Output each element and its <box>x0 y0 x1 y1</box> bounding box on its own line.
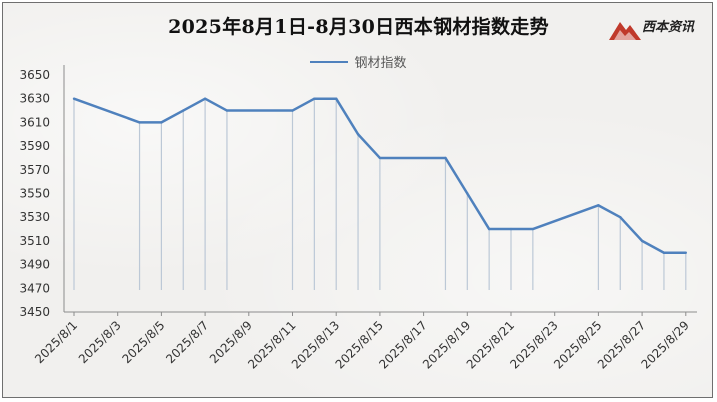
data-point <box>335 97 338 100</box>
legend-label: 钢材指数 <box>354 56 407 71</box>
x-tick-label: 2025/8/29 <box>639 318 692 371</box>
data-point <box>313 97 316 100</box>
data-point <box>182 109 185 112</box>
data-point <box>160 121 163 124</box>
chart-legend: 钢材指数 <box>0 52 717 71</box>
y-tick-label: 3450 <box>19 305 50 319</box>
brand-logo: 西本资讯 <box>608 14 706 44</box>
y-tick-label: 3650 <box>19 68 50 82</box>
data-point <box>378 156 382 160</box>
y-tick-label: 3470 <box>19 281 50 295</box>
data-point <box>509 227 513 231</box>
x-tick-label: 2025/8/7 <box>163 318 211 366</box>
y-tick-label: 3490 <box>19 258 50 272</box>
data-point <box>531 227 535 231</box>
mountain-logo-icon <box>609 22 641 40</box>
data-point <box>597 204 600 207</box>
data-point <box>203 97 207 100</box>
logo-text: 西本资讯 <box>642 20 695 35</box>
x-tick-label: 2025/8/3 <box>76 318 124 366</box>
data-point <box>662 251 666 254</box>
data-point <box>640 239 644 243</box>
data-point <box>356 133 360 136</box>
y-tick-label: 3590 <box>19 139 50 153</box>
data-point <box>684 251 687 254</box>
data-point <box>466 192 469 195</box>
x-tick-label: 2025/8/5 <box>120 318 168 366</box>
chart-title: 2025年8月1日-8月30日西本钢材指数走势 <box>168 16 549 38</box>
data-point <box>444 156 447 160</box>
data-point <box>487 227 491 231</box>
y-tick-label: 3550 <box>19 187 50 201</box>
data-point <box>619 216 622 219</box>
y-tick-label: 3570 <box>19 163 50 177</box>
data-point <box>138 121 141 124</box>
data-point <box>291 109 294 112</box>
data-point <box>72 97 76 100</box>
y-tick-label: 3630 <box>19 92 50 106</box>
x-tick-label: 2025/8/1 <box>32 318 80 366</box>
y-tick-label: 3610 <box>19 115 50 129</box>
y-tick-label: 3530 <box>19 210 50 224</box>
y-tick-label: 3510 <box>19 234 50 248</box>
data-point <box>225 109 229 112</box>
legend-swatch <box>310 60 349 63</box>
